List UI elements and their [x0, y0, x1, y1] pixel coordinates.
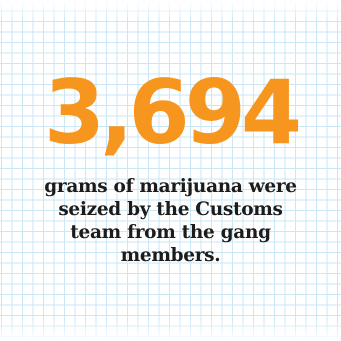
grid-fade-top	[0, 0, 341, 22]
grid-fade-bottom	[0, 319, 341, 341]
stat-description: grams of marijuana were seized by the Cu…	[44, 176, 297, 266]
stat-number: 3,694	[43, 61, 302, 164]
